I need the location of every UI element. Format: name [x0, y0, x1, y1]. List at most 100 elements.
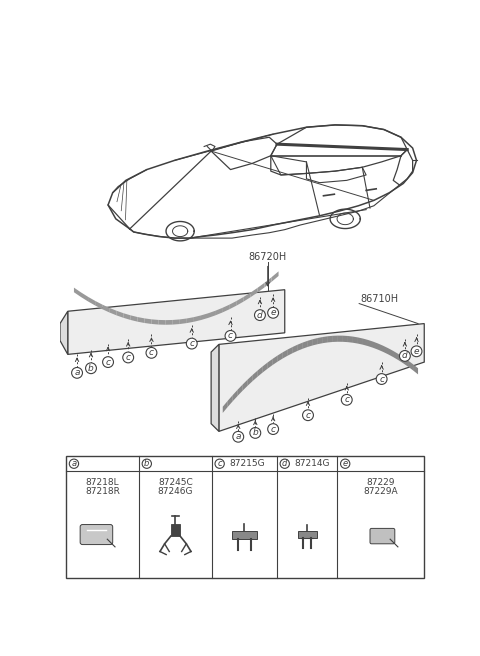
FancyBboxPatch shape — [370, 528, 395, 544]
Polygon shape — [173, 319, 180, 325]
Text: 87218R: 87218R — [85, 487, 120, 496]
Circle shape — [69, 459, 79, 468]
Circle shape — [233, 432, 244, 442]
Circle shape — [411, 346, 422, 357]
Polygon shape — [393, 351, 398, 360]
Polygon shape — [388, 348, 393, 357]
Polygon shape — [358, 337, 363, 344]
Text: b: b — [88, 363, 94, 373]
Polygon shape — [109, 308, 116, 316]
Polygon shape — [368, 340, 373, 348]
Circle shape — [376, 374, 387, 384]
Polygon shape — [303, 340, 308, 349]
Circle shape — [340, 459, 350, 468]
Polygon shape — [123, 313, 131, 320]
Text: 86710H: 86710H — [360, 294, 399, 304]
Polygon shape — [187, 317, 194, 323]
Polygon shape — [95, 301, 102, 309]
Polygon shape — [313, 338, 318, 345]
Circle shape — [280, 459, 289, 468]
Polygon shape — [378, 344, 383, 352]
Text: 86720H: 86720H — [249, 252, 287, 262]
Text: e: e — [414, 347, 419, 356]
Text: 87229: 87229 — [367, 478, 395, 487]
Text: 87215G: 87215G — [229, 459, 264, 468]
Polygon shape — [398, 354, 403, 363]
Polygon shape — [116, 311, 123, 318]
Polygon shape — [272, 272, 278, 282]
Text: c: c — [379, 375, 384, 384]
Polygon shape — [273, 356, 278, 365]
Polygon shape — [222, 305, 229, 313]
Polygon shape — [308, 339, 313, 347]
Polygon shape — [81, 293, 88, 302]
Polygon shape — [219, 323, 424, 432]
Polygon shape — [403, 357, 408, 367]
Polygon shape — [258, 366, 263, 377]
Polygon shape — [253, 371, 258, 381]
Circle shape — [186, 338, 197, 349]
Polygon shape — [166, 320, 173, 325]
Circle shape — [215, 459, 224, 468]
Circle shape — [302, 410, 313, 420]
Text: 87229A: 87229A — [363, 487, 398, 496]
Polygon shape — [298, 342, 303, 351]
Polygon shape — [268, 359, 273, 369]
Polygon shape — [180, 318, 187, 324]
Circle shape — [268, 424, 278, 434]
Text: 87245C: 87245C — [158, 478, 193, 487]
Text: c: c — [149, 348, 154, 358]
Polygon shape — [233, 390, 238, 401]
Polygon shape — [60, 311, 68, 354]
Circle shape — [146, 348, 157, 358]
Polygon shape — [318, 337, 323, 344]
Polygon shape — [238, 384, 243, 396]
Polygon shape — [328, 336, 333, 342]
Polygon shape — [211, 344, 219, 432]
Text: c: c — [217, 459, 222, 468]
Polygon shape — [194, 316, 201, 321]
Text: c: c — [189, 339, 194, 348]
Polygon shape — [144, 318, 152, 324]
Polygon shape — [243, 293, 251, 302]
Polygon shape — [228, 395, 233, 407]
Bar — [66, 456, 424, 578]
Polygon shape — [343, 336, 348, 342]
Polygon shape — [215, 308, 222, 316]
Polygon shape — [257, 283, 264, 293]
Polygon shape — [102, 304, 109, 312]
Polygon shape — [88, 297, 95, 306]
Polygon shape — [383, 346, 388, 354]
Polygon shape — [363, 338, 368, 346]
Polygon shape — [158, 320, 166, 325]
Text: c: c — [344, 396, 349, 404]
Polygon shape — [408, 361, 413, 371]
Polygon shape — [373, 342, 378, 350]
Polygon shape — [74, 287, 81, 297]
Text: c: c — [271, 424, 276, 434]
Text: a: a — [236, 432, 241, 441]
Polygon shape — [338, 336, 343, 342]
Text: a: a — [72, 459, 76, 468]
Circle shape — [123, 352, 133, 363]
Text: a: a — [74, 369, 80, 377]
Bar — [171, 523, 180, 536]
Circle shape — [72, 367, 83, 379]
Circle shape — [250, 428, 261, 438]
Circle shape — [85, 363, 96, 374]
Text: e: e — [270, 308, 276, 318]
Polygon shape — [288, 347, 293, 356]
Polygon shape — [263, 362, 268, 373]
Polygon shape — [208, 311, 215, 318]
Text: d: d — [257, 310, 263, 319]
Polygon shape — [236, 297, 243, 306]
Polygon shape — [223, 401, 228, 413]
Text: c: c — [126, 353, 131, 362]
Polygon shape — [283, 350, 288, 358]
Polygon shape — [353, 337, 358, 344]
Polygon shape — [137, 317, 144, 323]
Polygon shape — [333, 336, 338, 342]
Text: c: c — [106, 358, 110, 367]
Polygon shape — [131, 316, 137, 321]
Polygon shape — [243, 379, 248, 390]
